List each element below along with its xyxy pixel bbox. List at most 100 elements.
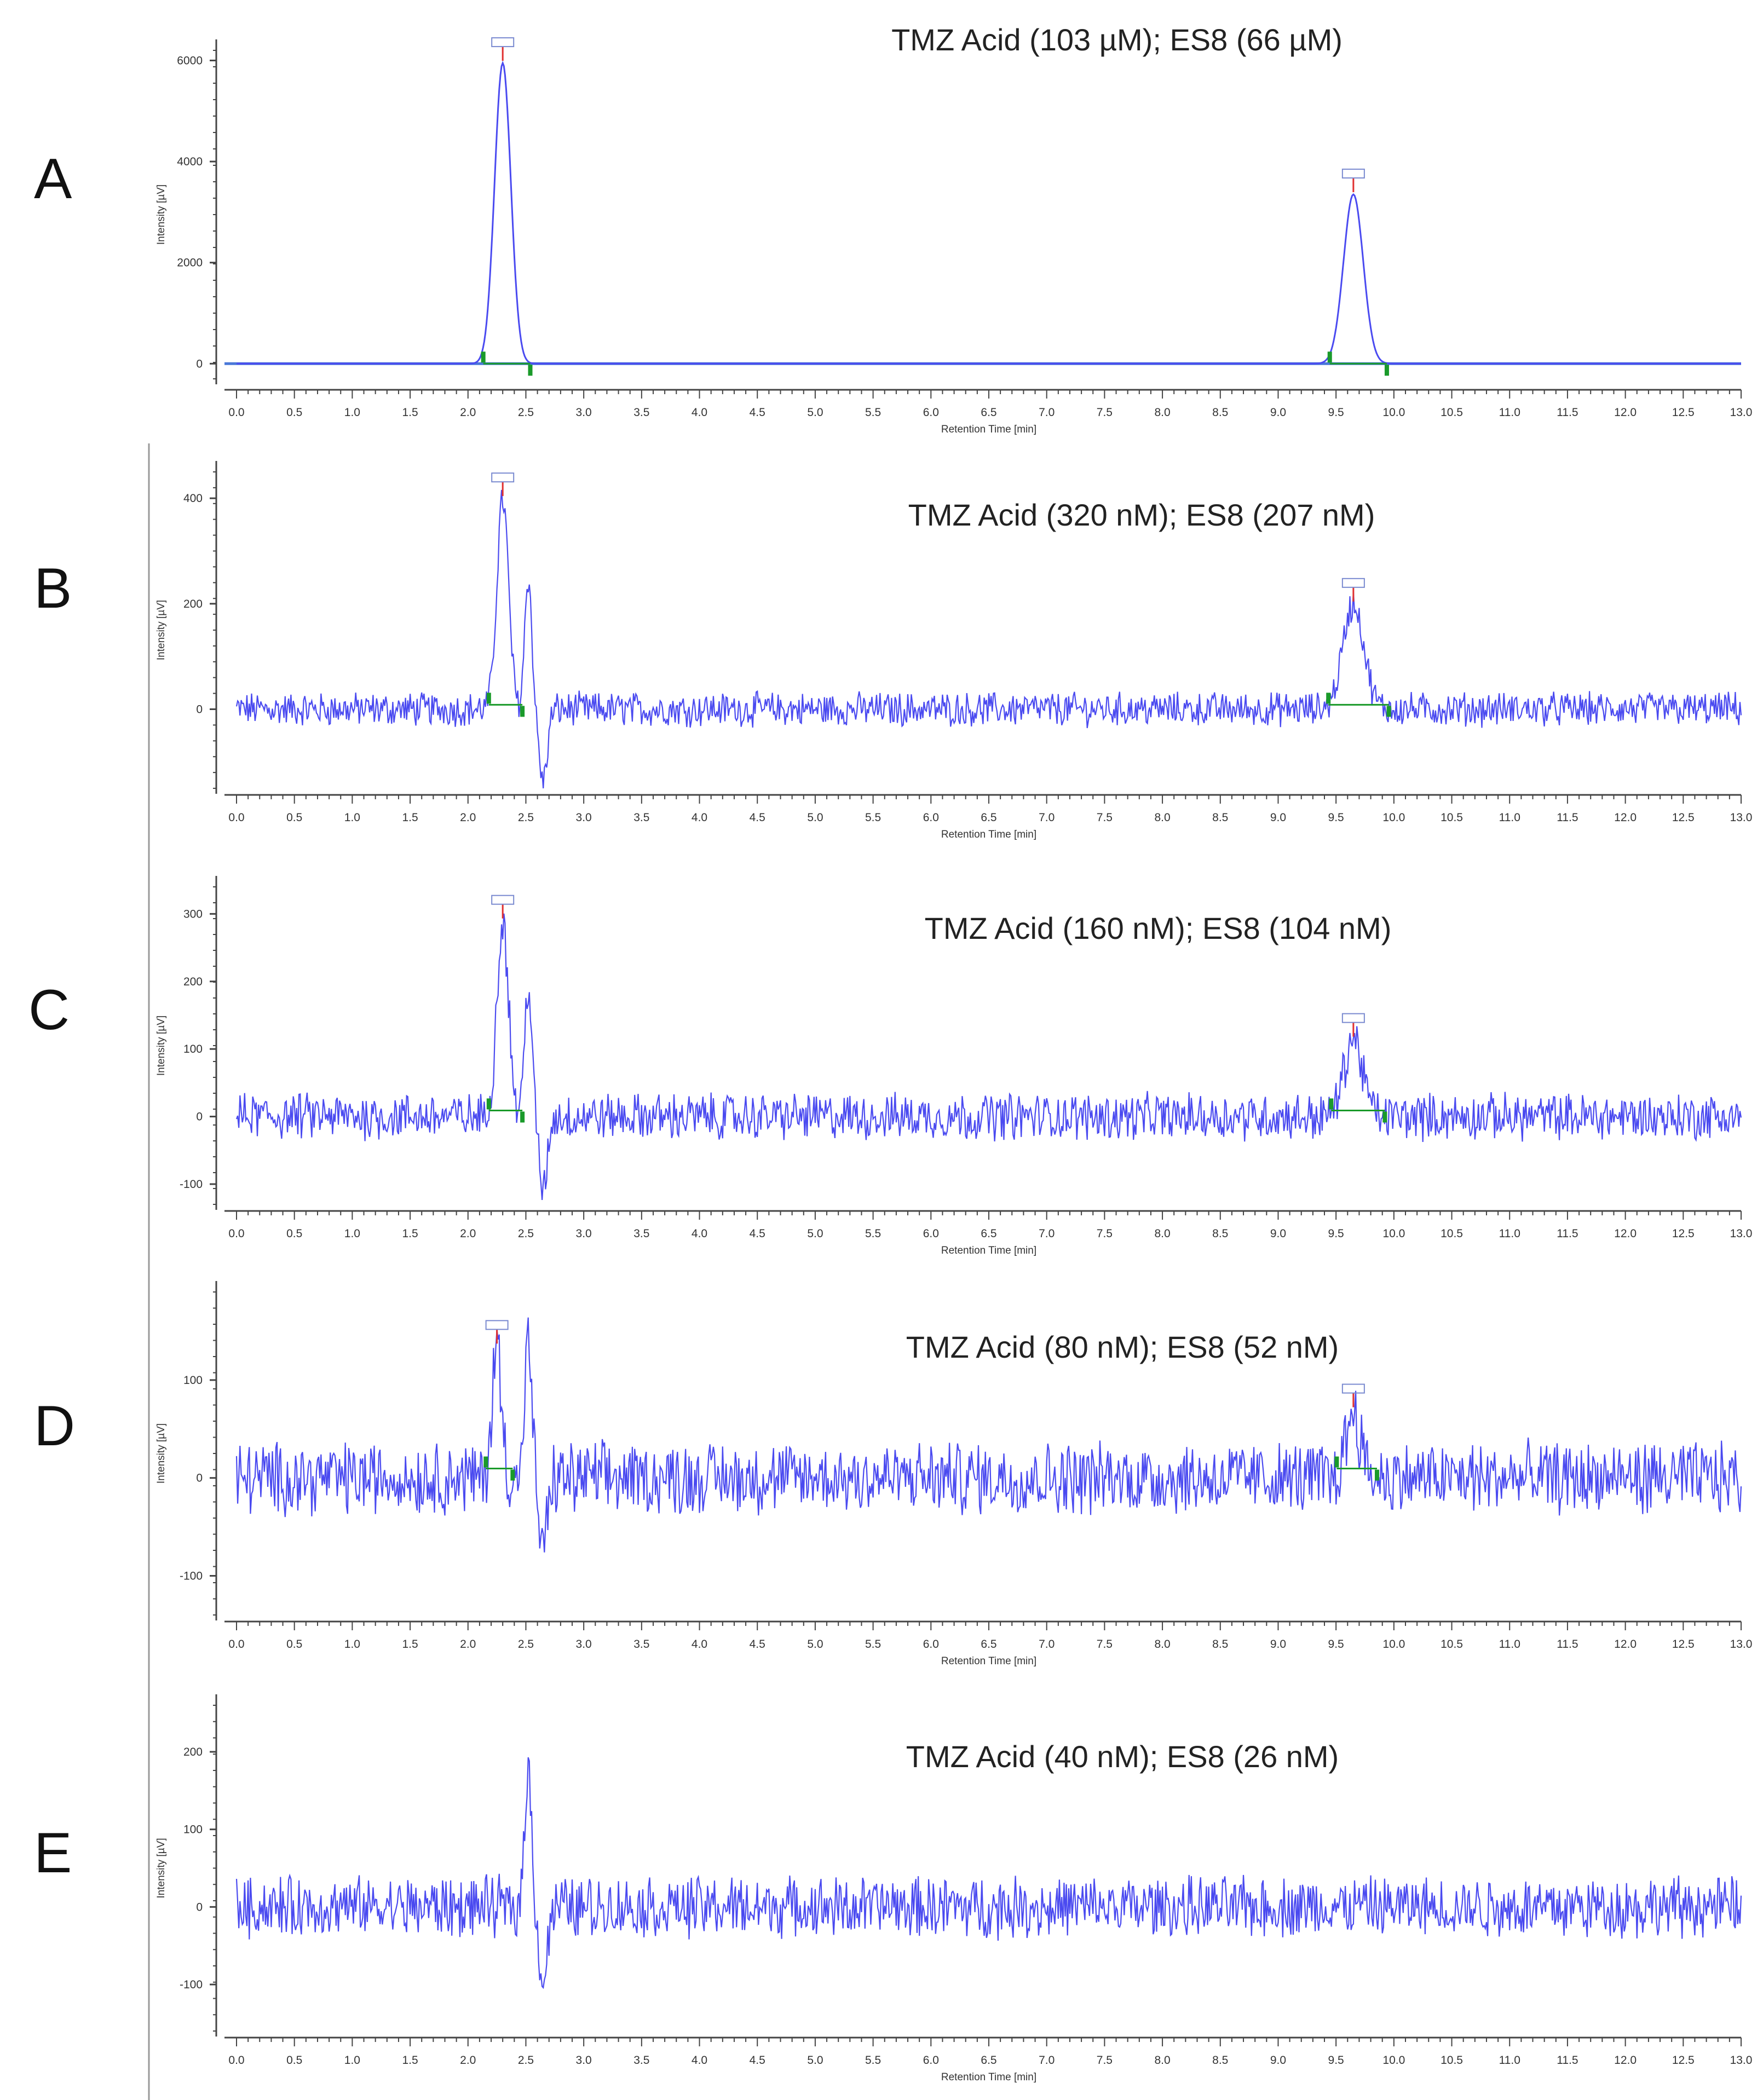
x-tick-label: 10.5 bbox=[1441, 1227, 1463, 1240]
x-tick-label: 0.0 bbox=[228, 811, 244, 824]
x-tick-label: 2.0 bbox=[460, 811, 476, 824]
y-tick-label: 400 bbox=[183, 492, 203, 505]
x-tick-label: 9.5 bbox=[1328, 1638, 1344, 1651]
peak-label-box bbox=[491, 895, 515, 905]
peak-end-marker bbox=[1386, 706, 1391, 717]
x-tick-label: 5.0 bbox=[807, 1638, 823, 1651]
x-tick-label: 6.0 bbox=[923, 811, 939, 824]
x-tick-label: 12.5 bbox=[1672, 1227, 1695, 1240]
peak-start-marker bbox=[1334, 1456, 1339, 1468]
x-tick-label: 3.0 bbox=[576, 811, 592, 824]
x-tick-label: 8.0 bbox=[1154, 406, 1170, 419]
x-tick-label: 13.0 bbox=[1730, 406, 1753, 419]
peak-start-marker bbox=[486, 1098, 491, 1110]
x-tick-label: 1.5 bbox=[402, 1227, 418, 1240]
x-tick-label: 0.0 bbox=[228, 2054, 244, 2067]
y-axis-label: Intensity [µV] bbox=[155, 1016, 167, 1076]
x-tick-label: 11.5 bbox=[1557, 1227, 1578, 1240]
x-tick-label: 7.0 bbox=[1039, 811, 1055, 824]
panel-c: C TMZ Acid (160 nM); ES8 (104 nM) -100 0 100… bbox=[28, 876, 1752, 1256]
x-tick-label: 12.5 bbox=[1672, 2054, 1695, 2067]
x-tick-label: 5.0 bbox=[807, 2054, 823, 2067]
x-tick-label: 2.5 bbox=[518, 811, 534, 824]
x-axis-label: Retention Time [min] bbox=[941, 1655, 1036, 1667]
x-tick-label: 4.5 bbox=[750, 406, 765, 419]
chromatogram-trace bbox=[235, 913, 1742, 1200]
x-tick-label: 12.5 bbox=[1672, 1638, 1695, 1651]
x-tick-label: 2.5 bbox=[518, 2054, 534, 2067]
x-tick-label: 11.5 bbox=[1557, 2054, 1578, 2067]
x-tick-label: 7.5 bbox=[1097, 1227, 1113, 1240]
x-tick-label: 2.0 bbox=[460, 1638, 476, 1651]
x-tick-label: 6.0 bbox=[923, 406, 939, 419]
x-tick-label: 4.0 bbox=[692, 1227, 707, 1240]
x-tick-label: 8.5 bbox=[1212, 811, 1228, 824]
x-tick-label: 4.0 bbox=[692, 2054, 707, 2067]
x-tick-label: 11.0 bbox=[1499, 406, 1520, 419]
x-tick-label: 8.0 bbox=[1154, 1227, 1170, 1240]
y-tick-label: -100 bbox=[180, 1978, 203, 1991]
peak-label-box bbox=[1341, 578, 1365, 588]
y-tick-label: 0 bbox=[196, 1901, 203, 1913]
x-tick-label: 4.0 bbox=[692, 406, 707, 419]
x-tick-label: 12.5 bbox=[1672, 811, 1695, 824]
peak-end-marker bbox=[510, 1469, 515, 1481]
x-tick-label: 9.5 bbox=[1328, 811, 1344, 824]
x-tick-label: 9.0 bbox=[1270, 1638, 1286, 1651]
x-tick-label: 6.5 bbox=[981, 1227, 996, 1240]
x-tick-label: 6.0 bbox=[923, 2054, 939, 2067]
x-tick-label: 12.0 bbox=[1614, 406, 1637, 419]
chromatogram-trace bbox=[235, 1317, 1742, 1553]
x-tick-label: 7.0 bbox=[1039, 2054, 1055, 2067]
x-tick-label: 0.5 bbox=[286, 1227, 302, 1240]
y-tick-label: 100 bbox=[183, 1374, 203, 1387]
x-tick-label: 13.0 bbox=[1730, 1638, 1753, 1651]
x-tick-label: 5.5 bbox=[865, 406, 881, 419]
peak-start-marker bbox=[483, 1456, 488, 1468]
y-tick-label: 4000 bbox=[177, 155, 203, 168]
chromatogram-trace bbox=[235, 1757, 1742, 1989]
peak-end-marker bbox=[520, 1111, 525, 1123]
x-tick-label: 8.5 bbox=[1212, 406, 1228, 419]
x-tick-label: 6.5 bbox=[981, 1638, 996, 1651]
x-tick-label: 8.5 bbox=[1212, 2054, 1228, 2067]
x-tick-label: 3.0 bbox=[576, 1227, 592, 1240]
panel-letter: D bbox=[34, 1394, 75, 1458]
x-tick-label: 10.0 bbox=[1382, 811, 1405, 824]
x-tick-label: 3.0 bbox=[576, 2054, 592, 2067]
y-tick-label: 0 bbox=[196, 1472, 203, 1485]
x-tick-label: 11.0 bbox=[1499, 1227, 1520, 1240]
y-axis-label: Intensity [µV] bbox=[155, 1423, 167, 1484]
x-tick-label: 9.5 bbox=[1328, 406, 1344, 419]
x-tick-label: 7.5 bbox=[1097, 1638, 1113, 1651]
x-tick-label: 5.0 bbox=[807, 1227, 823, 1240]
x-axis-label: Retention Time [min] bbox=[941, 1245, 1036, 1256]
x-tick-label: 12.5 bbox=[1672, 406, 1695, 419]
x-tick-label: 8.5 bbox=[1212, 1227, 1228, 1240]
x-tick-label: 11.5 bbox=[1557, 811, 1578, 824]
panel-title: TMZ Acid (80 nM); ES8 (52 nM) bbox=[906, 1330, 1339, 1364]
x-tick-label: 12.0 bbox=[1614, 1638, 1637, 1651]
x-tick-label: 1.5 bbox=[402, 2054, 418, 2067]
peak-label-box bbox=[1341, 1013, 1365, 1023]
x-tick-label: 8.0 bbox=[1154, 1638, 1170, 1651]
x-tick-label: 5.0 bbox=[807, 406, 823, 419]
peak-end-marker bbox=[528, 365, 533, 376]
x-tick-label: 6.0 bbox=[923, 1227, 939, 1240]
x-tick-label: 11.0 bbox=[1499, 811, 1520, 824]
x-tick-label: 4.5 bbox=[750, 1638, 765, 1651]
x-tick-label: 11.0 bbox=[1499, 2054, 1520, 2067]
x-tick-label: 0.5 bbox=[286, 811, 302, 824]
x-tick-label: 10.5 bbox=[1441, 811, 1463, 824]
peak-start-marker bbox=[1326, 693, 1331, 704]
peak-end-marker bbox=[1382, 1111, 1387, 1123]
chromatogram-trace bbox=[237, 60, 1741, 365]
x-tick-label: 4.0 bbox=[692, 811, 707, 824]
x-tick-label: 7.0 bbox=[1039, 406, 1055, 419]
x-tick-label: 3.5 bbox=[633, 811, 649, 824]
x-tick-label: 5.5 bbox=[865, 811, 881, 824]
x-tick-label: 11.5 bbox=[1557, 406, 1578, 419]
x-tick-label: 10.5 bbox=[1441, 2054, 1463, 2067]
y-tick-label: 0 bbox=[196, 357, 203, 370]
